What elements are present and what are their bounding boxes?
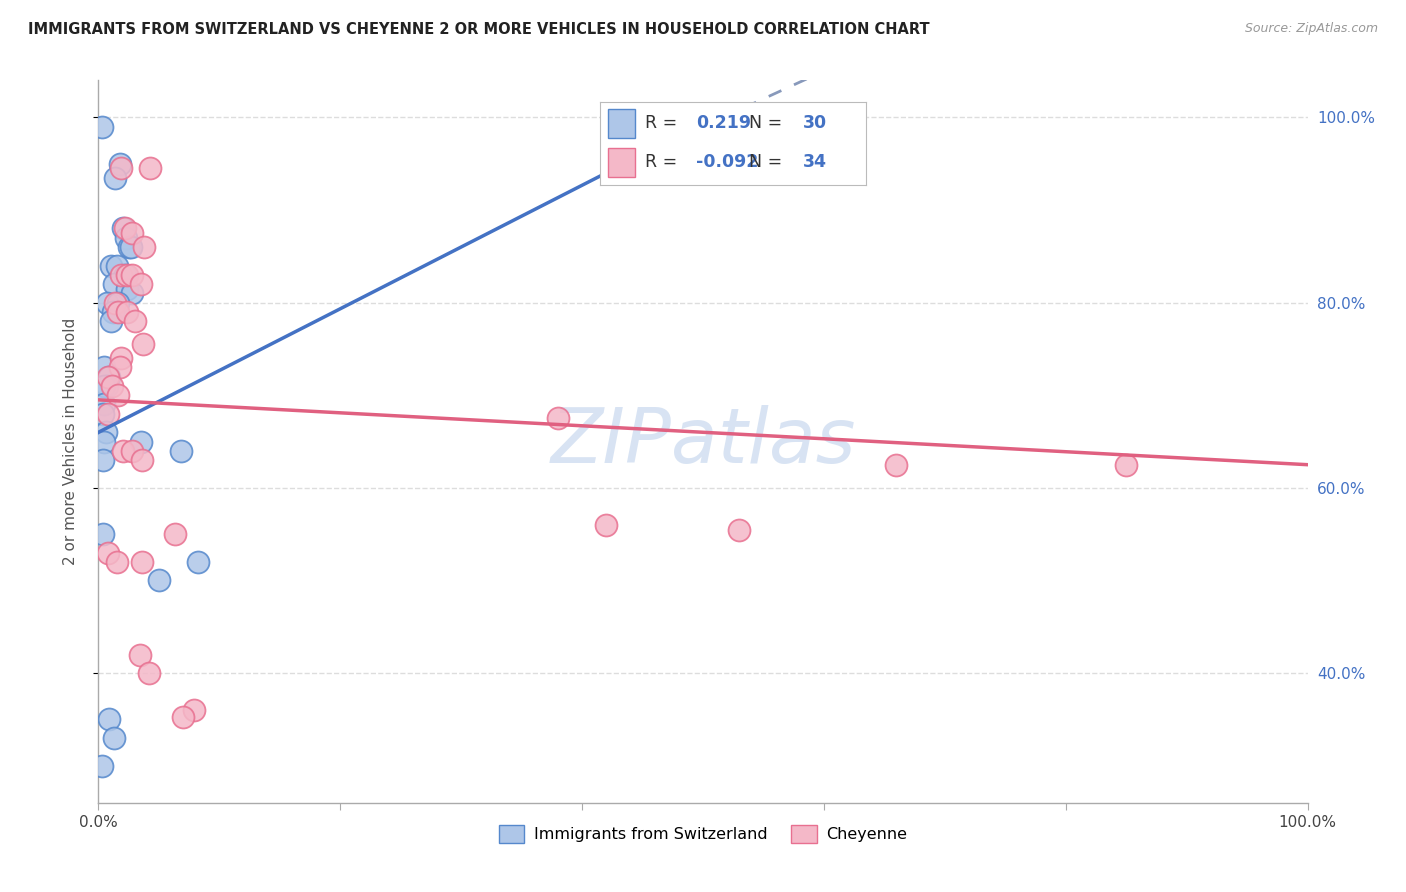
Point (103, 731, 125, 745)
Point (110, 351, 132, 366)
Point (117, 282, 139, 296)
Point (105, 259, 128, 273)
Point (121, 286, 143, 301)
Point (100, 314, 122, 328)
Point (97, 369, 120, 384)
Point (129, 277, 152, 291)
Point (107, 295, 129, 310)
Point (105, 555, 128, 569)
Point (98, 369, 121, 384)
Point (107, 305, 129, 319)
Point (114, 221, 136, 235)
Point (128, 648, 150, 662)
Point (101, 305, 124, 319)
Point (94, 425, 117, 440)
Point (728, 523, 751, 537)
Point (91, 527, 114, 541)
Point (187, 555, 209, 569)
Point (134, 240, 156, 254)
Point (172, 709, 194, 723)
Point (97, 407, 120, 421)
Point (96, 379, 118, 393)
Point (139, 161, 162, 176)
Point (148, 574, 170, 588)
Point (107, 388, 129, 402)
Point (111, 221, 134, 235)
Point (91, 453, 114, 467)
Point (121, 443, 143, 458)
Point (110, 161, 132, 176)
Point (93, 434, 115, 449)
Point (118, 240, 141, 254)
Point (104, 295, 127, 310)
Point (132, 337, 155, 351)
Point (131, 453, 153, 467)
Point (110, 268, 132, 282)
Point (547, 411, 569, 425)
Point (120, 240, 142, 254)
Legend: Immigrants from Switzerland, Cheyenne: Immigrants from Switzerland, Cheyenne (492, 819, 914, 849)
Point (103, 277, 125, 291)
Point (93, 397, 115, 411)
Point (100, 259, 122, 273)
Point (104, 170, 127, 185)
Point (100, 379, 122, 393)
Point (114, 268, 136, 282)
Point (98, 713, 121, 727)
Point (93, 360, 115, 375)
Point (163, 527, 186, 541)
Point (117, 305, 139, 319)
Point (91, 407, 114, 421)
Point (129, 434, 152, 449)
Point (96, 295, 118, 310)
Point (115, 231, 138, 245)
Y-axis label: 2 or more Vehicles in Household: 2 or more Vehicles in Household (63, 318, 77, 566)
Point (111, 443, 134, 458)
Text: Source: ZipAtlas.com: Source: ZipAtlas.com (1244, 22, 1378, 36)
Point (138, 666, 160, 681)
Point (183, 703, 205, 717)
Text: IMMIGRANTS FROM SWITZERLAND VS CHEYENNE 2 OR MORE VEHICLES IN HOUSEHOLD CORRELAT: IMMIGRANTS FROM SWITZERLAND VS CHEYENNE … (28, 22, 929, 37)
Point (121, 268, 143, 282)
Text: ZIPatlas: ZIPatlas (550, 405, 856, 478)
Point (1115, 458, 1137, 472)
Point (595, 517, 617, 532)
Point (91, 758, 114, 772)
Point (169, 443, 191, 458)
Point (108, 360, 131, 375)
Point (93, 379, 115, 393)
Point (124, 314, 146, 328)
Point (886, 458, 908, 472)
Point (108, 156, 131, 170)
Point (131, 555, 153, 569)
Point (97, 546, 120, 560)
Point (121, 226, 143, 240)
Point (91, 120, 114, 134)
Point (117, 268, 139, 282)
